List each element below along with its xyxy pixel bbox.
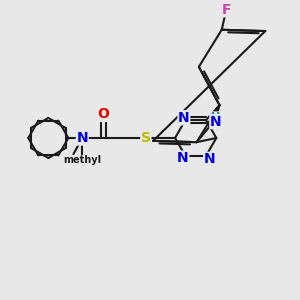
- Text: N: N: [178, 111, 190, 125]
- Text: N: N: [204, 152, 215, 167]
- Text: N: N: [76, 131, 88, 145]
- Text: S: S: [141, 131, 151, 145]
- Text: F: F: [221, 3, 231, 16]
- Text: O: O: [98, 107, 110, 122]
- Text: H: H: [211, 112, 220, 122]
- Text: methyl: methyl: [63, 155, 101, 165]
- Text: N: N: [177, 151, 189, 165]
- Text: N: N: [210, 115, 221, 129]
